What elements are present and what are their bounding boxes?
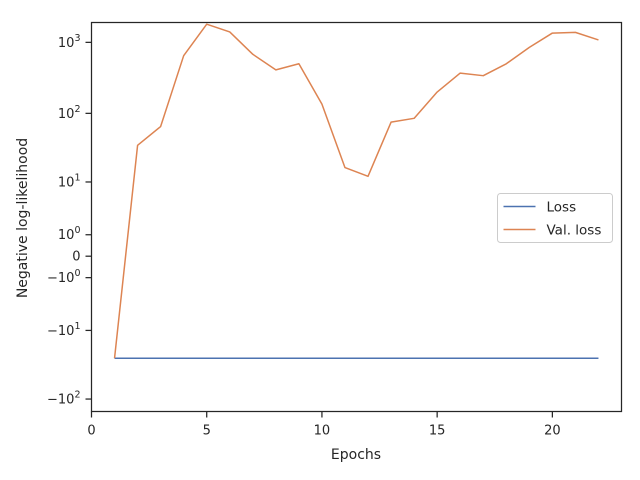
legend-label: Val. loss bbox=[547, 223, 602, 239]
x-tick-label: 5 bbox=[203, 424, 211, 439]
y-tick-label: 0 bbox=[72, 250, 80, 265]
y-tick-label: 102 bbox=[58, 104, 81, 122]
y-tick-label: 101 bbox=[58, 172, 81, 190]
x-tick-label: 15 bbox=[429, 424, 446, 439]
y-tick-label: −102 bbox=[47, 390, 80, 408]
axes-frame bbox=[90, 21, 623, 413]
x-tick-label: 10 bbox=[314, 424, 331, 439]
legend-label: Loss bbox=[547, 200, 577, 216]
plot-area bbox=[90, 21, 623, 413]
series-layer bbox=[113, 23, 599, 359]
legend: Loss Val. loss bbox=[497, 193, 613, 243]
x-tick-label: 0 bbox=[87, 424, 95, 439]
y-tick-label: −100 bbox=[47, 268, 80, 286]
x-axis-label: Epochs bbox=[331, 447, 381, 463]
y-axis: 103 102 101 100 0 −100 −101 −102 bbox=[47, 33, 92, 408]
x-tick-label: 20 bbox=[544, 424, 561, 439]
y-tick-label: 103 bbox=[58, 33, 81, 51]
y-tick-label: −101 bbox=[47, 321, 80, 339]
x-axis: 0 5 10 15 20 bbox=[87, 411, 561, 439]
y-axis-label: Negative log-likelihood bbox=[15, 138, 31, 298]
y-tick-label: 100 bbox=[58, 225, 81, 243]
series-line-val-loss bbox=[113, 23, 599, 359]
